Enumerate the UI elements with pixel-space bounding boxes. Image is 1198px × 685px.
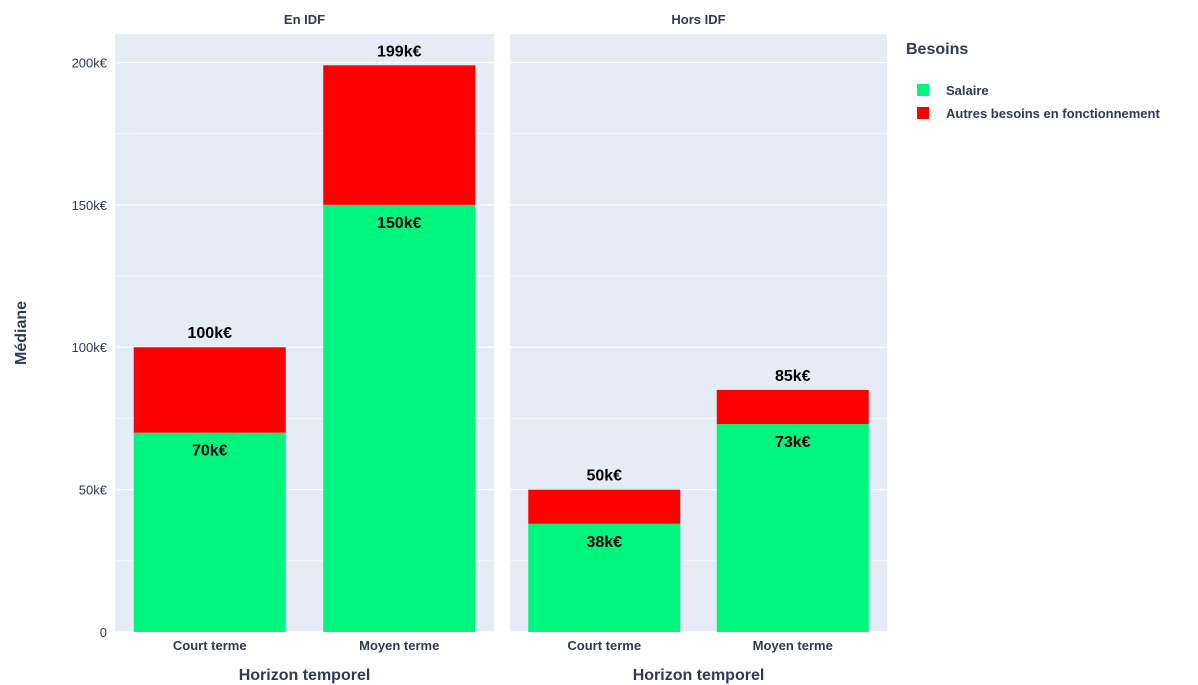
y-tick-label: 50k€ [79, 483, 108, 498]
y-tick-label: 150k€ [72, 198, 108, 213]
bar-segment-salaire [528, 523, 681, 632]
y-axis-title: Médiane [13, 301, 30, 365]
bar-segment-salaire [323, 204, 476, 632]
data-label-total: 85k€ [775, 368, 811, 385]
y-tick-label: 0 [100, 625, 107, 640]
facet-title: En IDF [284, 12, 325, 27]
y-tick-label: 200k€ [72, 55, 108, 70]
data-label-salaire: 150k€ [377, 215, 422, 232]
bar-segment-autres [323, 65, 476, 205]
legend-swatch [917, 107, 929, 119]
facet-title: Hors IDF [671, 12, 725, 27]
data-label-total: 199k€ [377, 43, 422, 60]
legend-title: Besoins [906, 41, 968, 58]
x-tick-label: Moyen terme [359, 638, 439, 653]
bar-segment-autres [528, 489, 681, 524]
x-tick-label: Court terme [173, 638, 247, 653]
data-label-salaire: 73k€ [775, 434, 811, 451]
bar-segment-autres [716, 389, 869, 425]
x-axis-title: Horizon temporel [633, 667, 765, 684]
bar-segment-salaire [133, 432, 286, 632]
bar-segment-salaire [716, 424, 869, 632]
legend-swatch [917, 84, 929, 96]
data-label-total: 100k€ [188, 325, 233, 342]
legend-label: Salaire [946, 83, 989, 98]
x-tick-label: Court terme [567, 638, 641, 653]
x-axis-title: Horizon temporel [239, 667, 371, 684]
y-tick-label: 100k€ [72, 340, 108, 355]
data-label-total: 50k€ [586, 468, 622, 485]
bar-segment-autres [133, 347, 286, 433]
data-label-salaire: 38k€ [586, 534, 622, 551]
x-tick-label: Moyen terme [753, 638, 833, 653]
data-label-salaire: 70k€ [192, 443, 228, 460]
legend-label: Autres besoins en fonctionnement [946, 106, 1160, 121]
